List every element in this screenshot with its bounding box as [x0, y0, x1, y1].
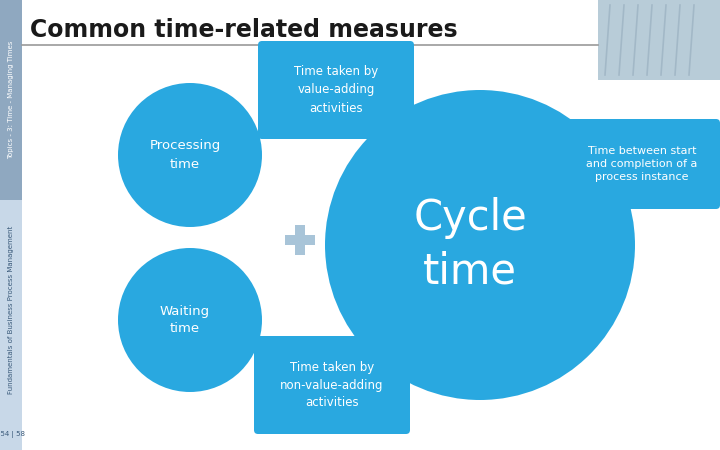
Text: Waiting
time: Waiting time: [160, 305, 210, 336]
FancyArrow shape: [345, 225, 395, 255]
Circle shape: [118, 248, 262, 392]
Circle shape: [118, 83, 262, 227]
Bar: [0, 0, 22, 200]
Text: Time taken by
value-adding
activities: Time taken by value-adding activities: [294, 66, 378, 114]
Bar: [295, 225, 305, 255]
Text: Fundamentals of Business Process Management: Fundamentals of Business Process Managem…: [8, 226, 14, 394]
FancyBboxPatch shape: [564, 119, 720, 209]
Text: Cycle
time: Cycle time: [413, 197, 527, 293]
FancyBboxPatch shape: [258, 41, 414, 139]
Circle shape: [325, 90, 635, 400]
Bar: [0, 200, 22, 450]
Text: Topics - 3: Time - Managing Times: Topics - 3: Time - Managing Times: [8, 41, 14, 159]
Bar: [598, 0, 720, 80]
FancyBboxPatch shape: [254, 336, 410, 434]
Bar: [285, 235, 315, 245]
Text: Processing
time: Processing time: [149, 140, 220, 171]
Text: Time between start
and completion of a
process instance: Time between start and completion of a p…: [586, 146, 698, 182]
Text: Common time-related measures: Common time-related measures: [30, 18, 458, 42]
Text: 354 | 58: 354 | 58: [0, 431, 25, 438]
Text: Time taken by
non-value-adding
activities: Time taken by non-value-adding activitie…: [280, 360, 384, 410]
